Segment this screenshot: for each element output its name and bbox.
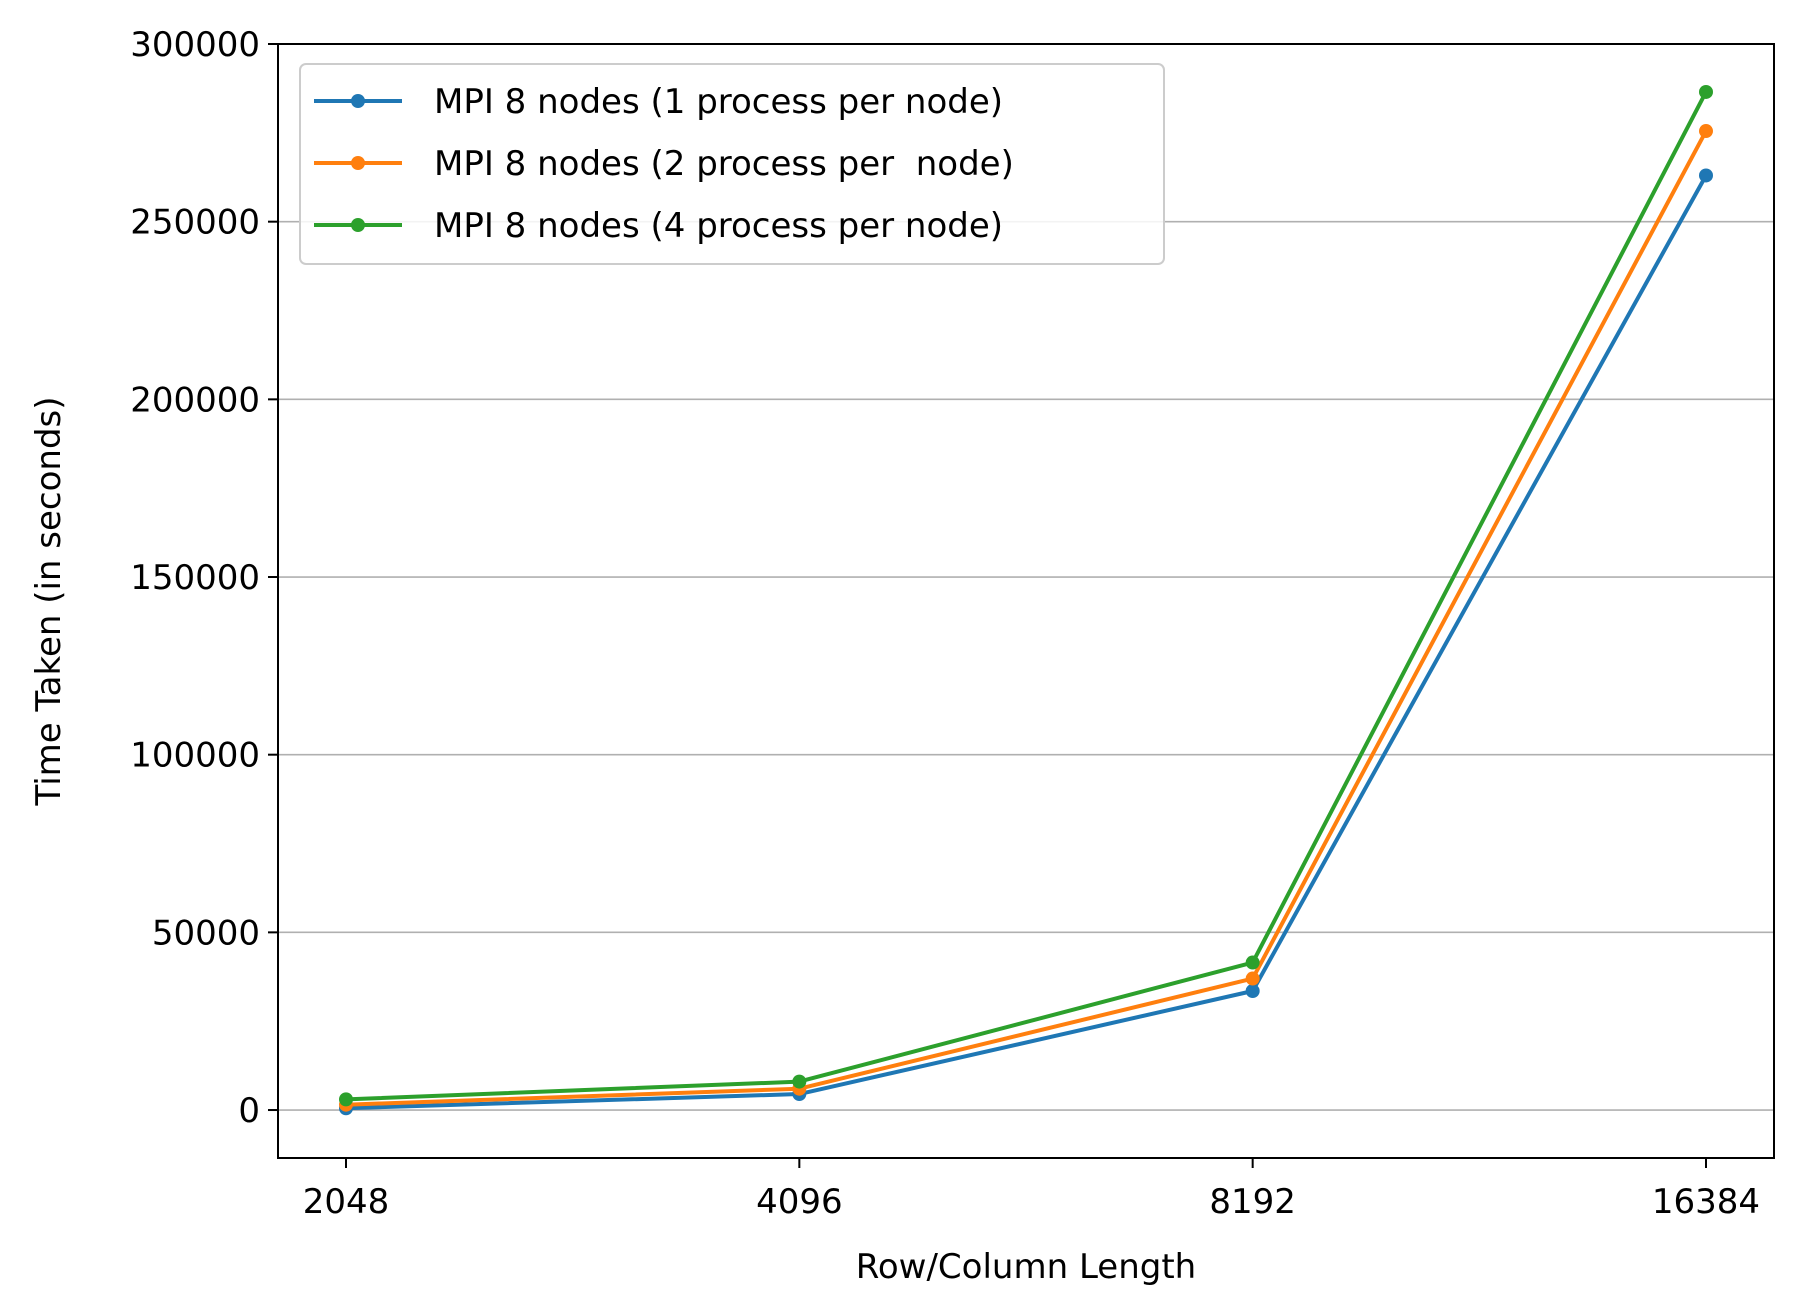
x-tick-label: 2048	[303, 1182, 390, 1222]
y-tick-label: 250000	[130, 203, 260, 243]
plot-frame	[277, 43, 1775, 1159]
legend-item: MPI 8 nodes (4 process per node)	[314, 206, 1003, 246]
data-point	[1699, 124, 1713, 139]
x-axis: 2048 4096 8192 16384	[303, 1158, 1760, 1222]
legend-item: MPI 8 nodes (1 process per node)	[314, 82, 1003, 122]
data-point	[1245, 983, 1260, 998]
data-point	[792, 1074, 807, 1089]
series-3	[339, 84, 1713, 1107]
y-axis: 0 50000 100000 150000 200000 250000 300000	[130, 25, 278, 1131]
y-tick-label: 100000	[130, 736, 260, 776]
x-tick-label: 16384	[1652, 1182, 1760, 1222]
y-tick-label: 50000	[152, 913, 260, 953]
legend-marker	[351, 94, 365, 108]
legend-marker	[351, 156, 365, 170]
series-line	[344, 89, 1708, 1102]
y-axis-label: Time Taken (in seconds)	[29, 396, 69, 806]
legend-label: MPI 8 nodes (2 process per node)	[434, 144, 1014, 184]
series-layer	[339, 84, 1713, 1116]
legend-label: MPI 8 nodes (1 process per node)	[434, 82, 1003, 122]
series-1	[339, 168, 1713, 1116]
series-line	[344, 129, 1708, 1107]
y-tick-label: 300000	[130, 25, 260, 65]
x-tick-label: 8192	[1209, 1182, 1296, 1222]
series-line	[344, 173, 1708, 1111]
y-tick-label: 0	[238, 1091, 260, 1131]
data-point	[1699, 168, 1713, 183]
legend-item: MPI 8 nodes (2 process per node)	[314, 144, 1014, 184]
x-axis-label: Row/Column Length	[856, 1247, 1196, 1287]
legend-box	[299, 63, 1165, 265]
data-point	[1245, 971, 1260, 986]
legend: MPI 8 nodes (1 process per node) MPI 8 no…	[299, 63, 1165, 265]
data-point	[1699, 84, 1713, 99]
y-tick-label: 150000	[130, 558, 260, 598]
x-tick-label: 4096	[756, 1182, 843, 1222]
data-point	[1245, 955, 1260, 970]
legend-label: MPI 8 nodes (4 process per node)	[434, 206, 1003, 246]
legend-marker	[351, 218, 365, 232]
series-2	[339, 124, 1713, 1112]
data-point	[339, 1092, 353, 1107]
y-tick-label: 200000	[130, 380, 260, 420]
